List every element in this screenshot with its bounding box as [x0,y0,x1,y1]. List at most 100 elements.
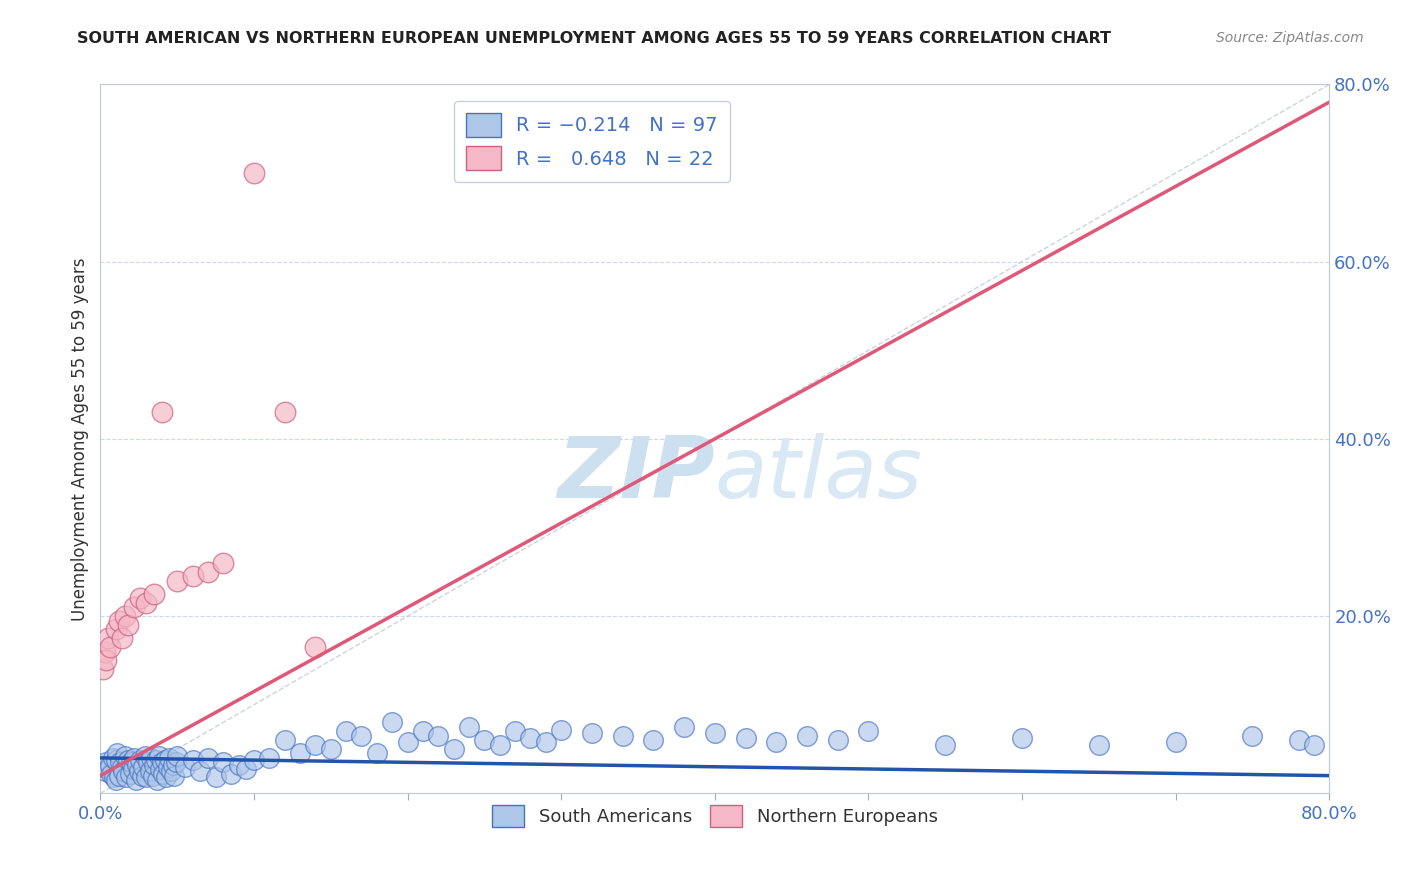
Point [534,735,557,749]
Point [827,733,849,747]
Point [114,609,136,624]
Point [443,742,465,756]
Point [550,723,572,737]
Point [98,758,121,772]
Point [100,767,122,781]
Point [111,760,134,774]
Point [94,644,117,658]
Point [673,720,696,734]
Point [488,738,510,752]
Point [143,758,166,772]
Point [335,724,357,739]
Point [107,769,129,783]
Point [304,738,326,752]
Point [197,565,219,579]
Point [304,640,326,654]
Point [160,764,183,779]
Point [934,738,956,752]
Point [643,733,665,747]
Point [228,758,250,772]
Point [138,764,160,779]
Point [125,773,148,788]
Point [146,773,169,788]
Point [1241,729,1264,743]
Point [131,769,153,783]
Point [128,764,150,779]
Point [122,600,145,615]
Point [96,653,118,667]
Point [129,591,152,606]
Point [149,762,172,776]
Point [1011,731,1033,746]
Point [1302,738,1324,752]
Point [858,724,880,739]
Point [197,751,219,765]
Point [163,769,186,783]
Point [105,747,128,761]
Point [93,760,115,774]
Point [273,405,295,419]
Point [142,769,165,783]
Point [110,756,132,770]
Point [162,758,184,772]
Y-axis label: Unemployment Among Ages 55 to 59 years: Unemployment Among Ages 55 to 59 years [72,257,89,621]
Point [148,749,170,764]
Point [145,753,167,767]
Point [101,751,124,765]
Point [181,753,204,767]
Point [132,760,155,774]
Text: atlas: atlas [714,433,922,516]
Point [111,632,134,646]
Point [153,753,176,767]
Point [104,623,127,637]
Point [458,720,481,734]
Point [156,760,179,774]
Point [212,756,235,770]
Point [112,764,135,779]
Point [173,760,195,774]
Point [103,771,125,785]
Point [412,724,434,739]
Point [427,729,450,743]
Point [350,729,373,743]
Point [97,762,120,776]
Point [134,749,156,764]
Point [104,753,127,767]
Point [117,753,139,767]
Point [796,729,818,743]
Point [143,587,166,601]
Point [135,771,157,785]
Point [150,405,173,419]
Point [366,747,388,761]
Point [734,731,756,746]
Point [136,756,159,770]
Point [117,618,139,632]
Point [273,733,295,747]
Point [612,729,634,743]
Point [114,749,136,764]
Point [212,556,235,570]
Text: SOUTH AMERICAN VS NORTHERN EUROPEAN UNEMPLOYMENT AMONG AGES 55 TO 59 YEARS CORRE: SOUTH AMERICAN VS NORTHERN EUROPEAN UNEM… [77,31,1111,46]
Point [474,733,496,747]
Point [166,749,188,764]
Point [93,662,115,676]
Point [765,735,787,749]
Point [166,574,188,588]
Point [235,762,257,776]
Point [98,640,121,654]
Point [120,756,142,770]
Point [127,758,149,772]
Point [1164,735,1187,749]
Point [219,767,242,781]
Point [139,751,162,765]
Point [396,735,419,749]
Point [121,762,143,776]
Point [581,726,603,740]
Point [1088,738,1111,752]
Point [96,756,118,770]
Point [159,751,181,765]
Text: ZIP: ZIP [557,433,714,516]
Text: Source: ZipAtlas.com: Source: ZipAtlas.com [1216,31,1364,45]
Legend: South Americans, Northern Europeans: South Americans, Northern Europeans [485,797,945,834]
Point [319,742,342,756]
